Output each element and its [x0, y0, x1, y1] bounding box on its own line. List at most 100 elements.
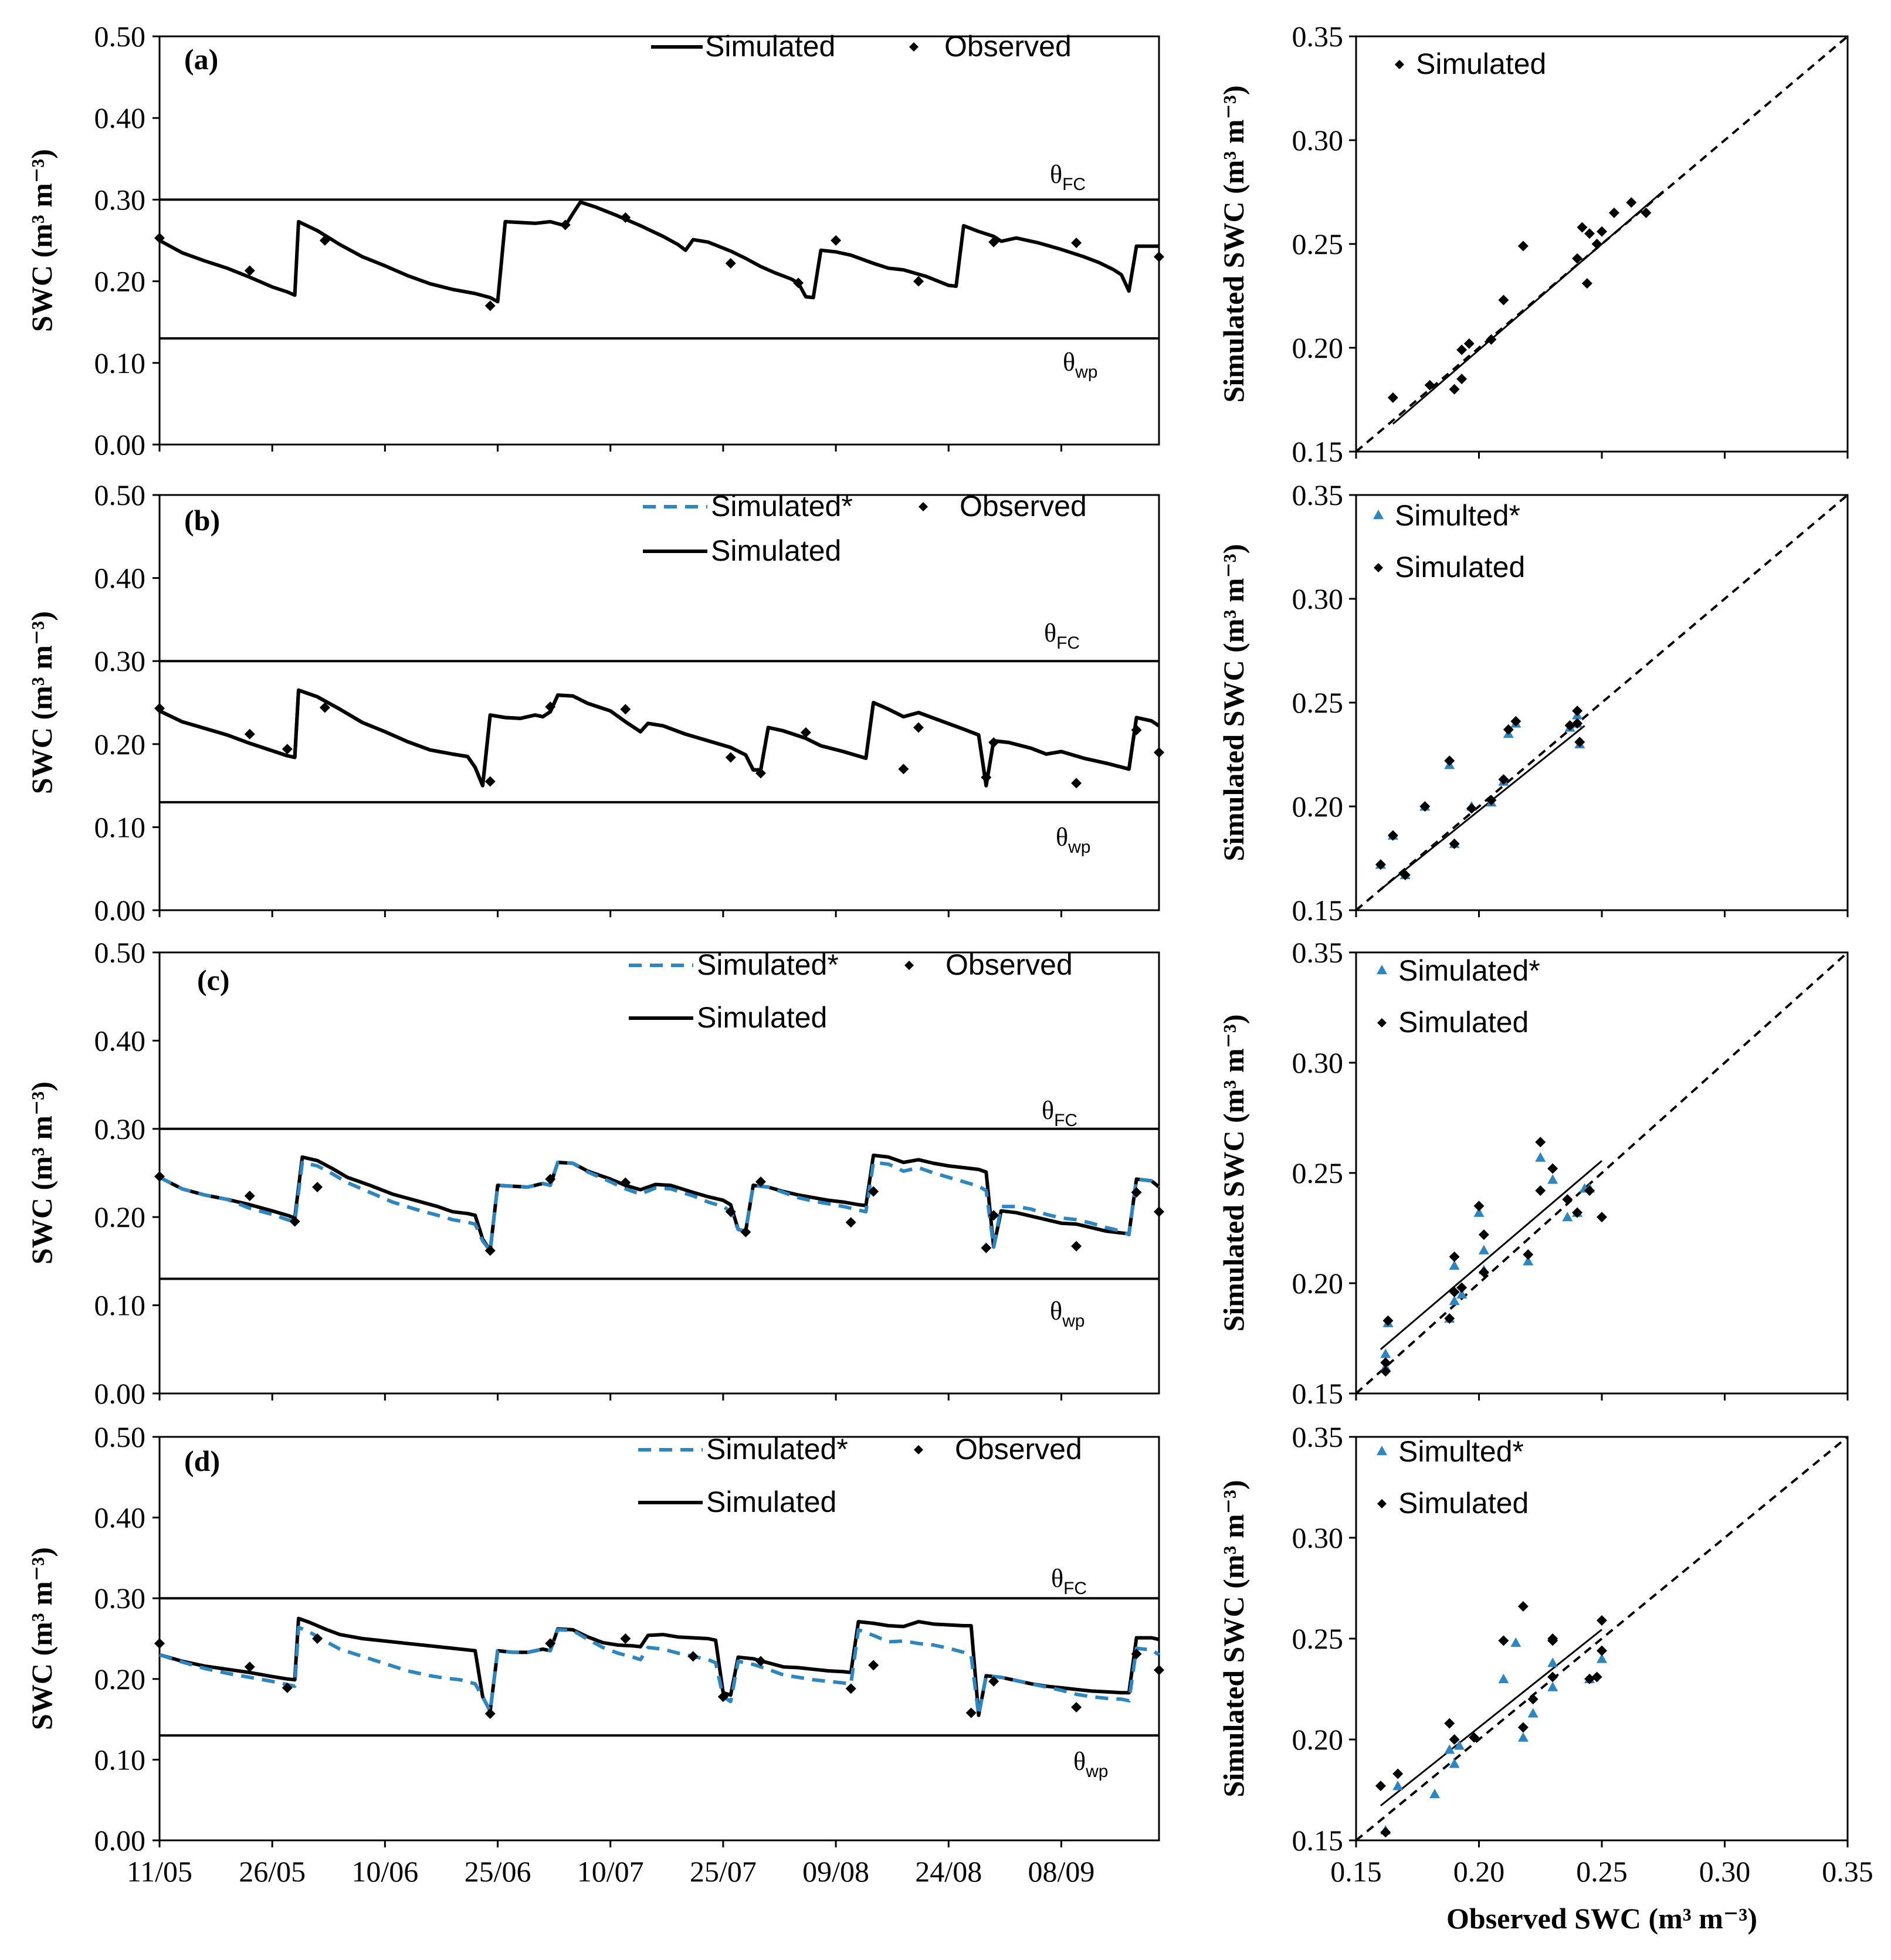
observed-point [620, 212, 631, 223]
y-tick-label: 0.35 [1292, 20, 1344, 53]
x-tick-label: 24/08 [915, 1855, 982, 1888]
legend-simulated-star-label: Simulated* [706, 1433, 848, 1466]
simulated-star-point [1478, 1245, 1489, 1254]
x-tick-label: 0.35 [1822, 1855, 1873, 1888]
simulated-star-point [1597, 1653, 1607, 1663]
y-tick-label: 0.50 [94, 20, 146, 53]
observed-point [1071, 1240, 1082, 1252]
observed-point [725, 257, 736, 269]
simulated-star-point [1380, 1348, 1391, 1358]
y-axis-label: Simulated SWC (m³ m⁻³) [1217, 85, 1250, 402]
y-tick-label: 0.50 [94, 1420, 146, 1453]
theta-fc-label: θFC [1044, 619, 1080, 653]
observed-point [154, 1638, 165, 1649]
theta-fc-label-subscript: FC [1062, 175, 1086, 194]
simulated-point [1449, 384, 1460, 395]
simulated-point [1375, 859, 1386, 870]
observed-point [620, 1633, 631, 1644]
x-tick-label: 0.25 [1576, 1855, 1628, 1888]
y-axis-label: Simulated SWC (m³ m⁻³) [1217, 544, 1250, 861]
simulated-point [1574, 737, 1585, 748]
theta-wp-label-subscript: wp [1075, 362, 1097, 382]
observed-point [545, 1174, 556, 1185]
legend-observed-label: Observed [944, 30, 1072, 63]
legend: Simulated* Observed Simulated [643, 490, 1087, 567]
simulated-star-point [1547, 1657, 1558, 1667]
y-tick-label: 0.30 [94, 1582, 146, 1615]
simulated-point [1503, 724, 1514, 735]
legend-simulated-label: Simulated [1398, 1487, 1529, 1520]
regression-line [1380, 1160, 1602, 1350]
simulated-point [1562, 1194, 1573, 1205]
simulated-point [1535, 1137, 1546, 1148]
y-tick-label: 0.10 [94, 811, 146, 843]
legend-simulated-star-swatch [1377, 965, 1387, 975]
simulated-point [1597, 1645, 1607, 1656]
observed-point [725, 1206, 736, 1218]
simulated-star-point [1453, 1740, 1465, 1750]
one-to-one-line [1355, 951, 1849, 1395]
plot-frame [158, 494, 1160, 911]
observed-point [484, 776, 496, 787]
observed-point [1071, 1701, 1082, 1713]
observed-point [687, 1651, 699, 1662]
y-axis-label: SWC (m³ m⁻³) [25, 1081, 58, 1264]
legend: Simulted* Simulated [1373, 499, 1525, 584]
y-tick-label: 0.30 [1292, 582, 1344, 615]
observed-point [319, 702, 330, 713]
observed-point [620, 1177, 631, 1188]
y-tick-label: 0.40 [94, 562, 146, 595]
x-tick-label: 0.20 [1453, 1855, 1505, 1888]
simulated-point [1456, 344, 1468, 355]
legend-simulated-label: Simulated [1398, 1006, 1529, 1039]
simulated-point [1597, 1615, 1607, 1626]
observed-point [740, 1226, 751, 1237]
y-tick-label: 0.20 [1292, 1267, 1344, 1300]
y-tick-label: 0.40 [94, 1024, 146, 1057]
observed-point [913, 276, 924, 287]
simulated-point [1463, 338, 1475, 349]
simulated-point [1641, 207, 1652, 218]
theta-wp-label: θwp [1073, 1747, 1108, 1781]
legend-simulated-star-label: Simulted* [1398, 1435, 1524, 1468]
simulated-line [158, 688, 1160, 788]
simulated-point [1597, 226, 1607, 237]
observed-point [545, 1638, 556, 1649]
observed-point [898, 764, 909, 775]
observed-point [717, 1691, 728, 1703]
simulated-point [1473, 1201, 1485, 1212]
simulated-star-point [1517, 1732, 1529, 1742]
simulated-point [1486, 795, 1497, 806]
legend: Simulted* Simulated [1377, 1435, 1529, 1520]
panel-label: (a) [184, 43, 218, 76]
y-tick-label: 0.35 [1292, 936, 1344, 969]
simulated-point [1469, 1732, 1480, 1743]
legend-observed-label: Observed [955, 1433, 1082, 1466]
y-tick-label: 0.50 [94, 479, 146, 511]
simulated-star-point [1449, 1758, 1460, 1768]
simulated-star-point [1456, 1288, 1468, 1298]
observed-point [289, 1216, 300, 1227]
theta-wp-label-symbol: θ [1056, 823, 1068, 852]
legend-simulated-star-swatch [1373, 510, 1384, 520]
y-tick-label: 0.30 [94, 1113, 146, 1145]
y-axis-label: SWC (m³ m⁻³) [25, 611, 58, 794]
theta-wp-label-symbol: θ [1073, 1747, 1086, 1776]
observed-point [845, 1683, 856, 1694]
y-tick-label: 0.25 [1292, 228, 1344, 260]
regression-line [1380, 725, 1585, 890]
simulated-line [159, 1616, 1160, 1717]
theta-fc-label: θFC [1042, 1096, 1077, 1130]
legend-simulated-swatch [1395, 60, 1404, 69]
observed-point [319, 235, 330, 246]
y-tick-label: 0.40 [94, 1501, 146, 1534]
theta-fc-label-subscript: FC [1063, 1579, 1087, 1598]
simulated-star-point [1449, 1260, 1460, 1270]
panel-label: (d) [184, 1444, 220, 1477]
theta-wp-label-symbol: θ [1050, 1297, 1062, 1325]
plot-frame [158, 1436, 1160, 1842]
